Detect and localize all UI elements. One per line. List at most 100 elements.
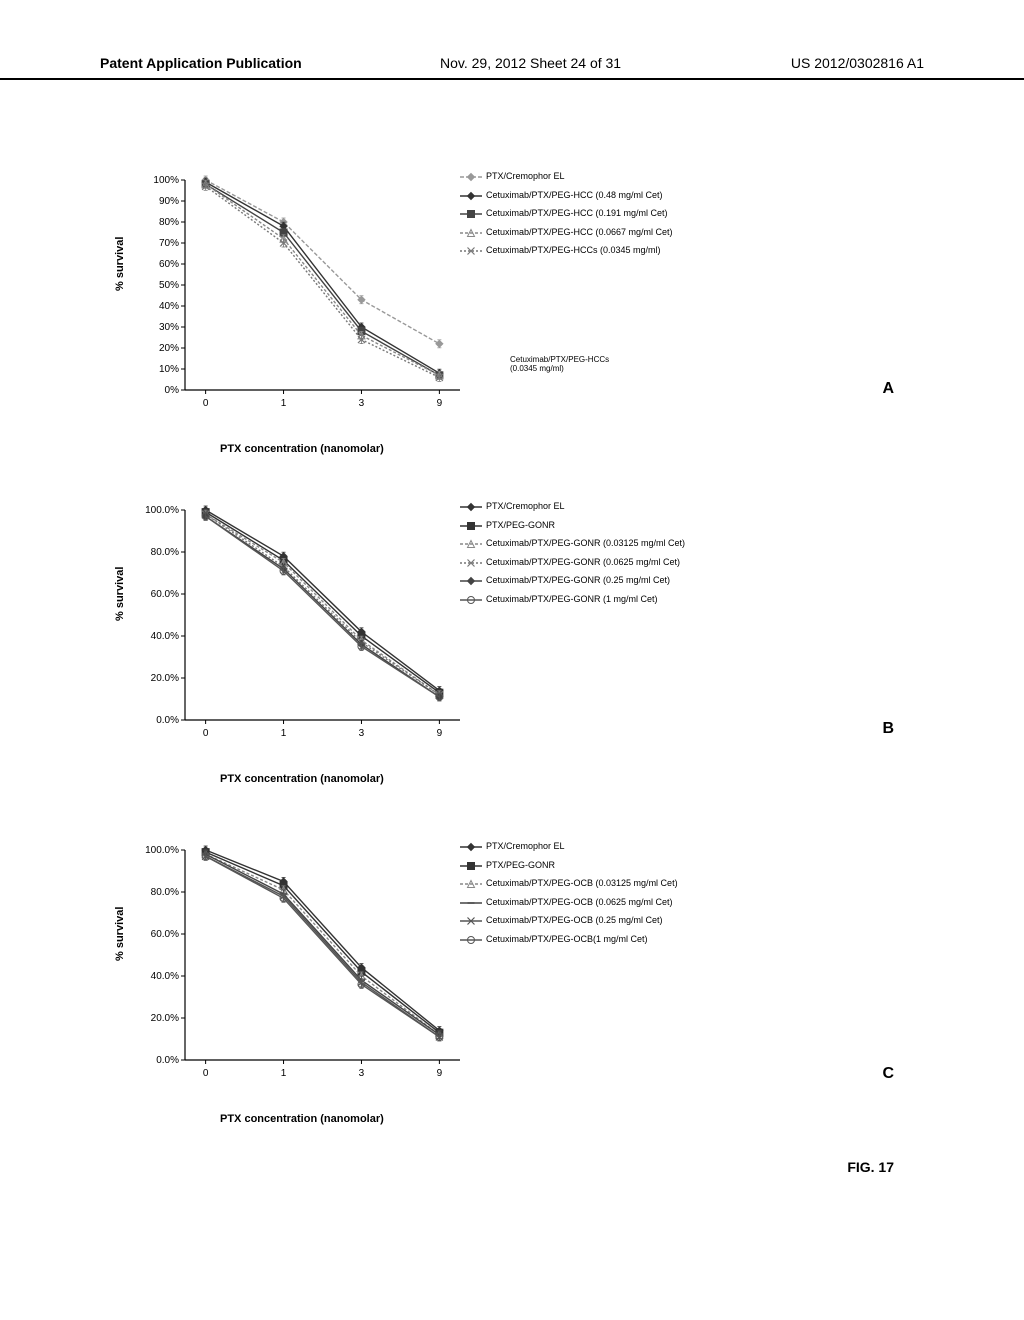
legend-marker-icon (460, 576, 482, 584)
legend-b: PTX/Cremophor EL PTX/PEG-GONR Cetuximab/… (460, 500, 750, 612)
legend-item: Cetuximab/PTX/PEG-GONR (0.25 mg/ml Cet) (460, 574, 750, 587)
legend-marker-icon (460, 842, 482, 850)
svg-text:0: 0 (203, 1068, 209, 1079)
legend-marker-icon (460, 916, 482, 924)
svg-text:90%: 90% (159, 196, 179, 207)
svg-text:0: 0 (203, 728, 209, 739)
legend-text: Cetuximab/PTX/PEG-GONR (1 mg/ml Cet) (486, 593, 658, 606)
svg-text:100.0%: 100.0% (145, 845, 179, 856)
svg-text:40.0%: 40.0% (151, 631, 179, 642)
legend-text: PTX/PEG-GONR (486, 519, 555, 532)
panel-label-c: C (882, 1065, 894, 1083)
x-axis-label-a: PTX concentration (nanomolar) (220, 443, 384, 455)
svg-text:0.0%: 0.0% (156, 1055, 179, 1066)
legend-marker-icon (460, 521, 482, 529)
chart-panel-c: % survival 0.0%20.0%40.0%60.0%80.0%100.0… (130, 840, 890, 1120)
legend-text: Cetuximab/PTX/PEG-HCC (0.191 mg/ml Cet) (486, 207, 668, 220)
legend-item: Cetuximab/PTX/PEG-HCCs (0.0345 mg/ml) (460, 244, 750, 257)
svg-text:40%: 40% (159, 301, 179, 312)
legend-item: Cetuximab/PTX/PEG-GONR (1 mg/ml Cet) (460, 593, 750, 606)
legend-text: Cetuximab/PTX/PEG-HCC (0.48 mg/ml Cet) (486, 189, 663, 202)
legend-text: Cetuximab/PTX/PEG-GONR (0.0625 mg/ml Cet… (486, 556, 680, 569)
legend-text: Cetuximab/PTX/PEG-HCCs (0.0345 mg/ml) (486, 244, 661, 257)
svg-text:80%: 80% (159, 217, 179, 228)
chart-panel-b: % survival 0.0%20.0%40.0%60.0%80.0%100.0… (130, 500, 890, 780)
chart-svg-a: 0%10%20%30%40%50%60%70%80%90%100%0139 (130, 170, 470, 430)
legend-item: Cetuximab/PTX/PEG-HCC (0.0667 mg/ml Cet) (460, 226, 750, 239)
legend-marker-icon (460, 539, 482, 547)
svg-text:60%: 60% (159, 259, 179, 270)
figure-label: FIG. 17 (847, 1159, 894, 1175)
legend-item: Cetuximab/PTX/PEG-HCC (0.48 mg/ml Cet) (460, 189, 750, 202)
svg-text:1: 1 (281, 728, 287, 739)
legend-text: PTX/Cremophor EL (486, 840, 565, 853)
legend-item: Cetuximab/PTX/PEG-GONR (0.03125 mg/ml Ce… (460, 537, 750, 550)
legend-text: Cetuximab/PTX/PEG-OCB(1 mg/ml Cet) (486, 933, 648, 946)
legend-text: Cetuximab/PTX/PEG-GONR (0.03125 mg/ml Ce… (486, 537, 685, 550)
legend-text: PTX/Cremophor EL (486, 170, 565, 183)
legend-item: PTX/Cremophor EL (460, 170, 750, 183)
legend-marker-icon (460, 898, 482, 906)
svg-text:20.0%: 20.0% (151, 673, 179, 684)
chart-panel-a: % survival 0%10%20%30%40%50%60%70%80%90%… (130, 170, 890, 450)
legend-item: Cetuximab/PTX/PEG-OCB (0.03125 mg/ml Cet… (460, 877, 750, 890)
legend-marker-icon (460, 246, 482, 254)
x-axis-label-c: PTX concentration (nanomolar) (220, 1113, 384, 1125)
legend-marker-icon (460, 595, 482, 603)
y-axis-label-b: % survival (114, 567, 126, 621)
annotation-line2: (0.0345 mg/ml) (510, 365, 609, 374)
svg-text:3: 3 (359, 728, 365, 739)
svg-text:0: 0 (203, 398, 209, 409)
legend-item: PTX/Cremophor EL (460, 840, 750, 853)
svg-text:9: 9 (437, 1068, 443, 1079)
legend-marker-icon (460, 228, 482, 236)
svg-text:0%: 0% (165, 385, 180, 396)
svg-text:1: 1 (281, 1068, 287, 1079)
legend-marker-icon (460, 209, 482, 217)
svg-text:30%: 30% (159, 322, 179, 333)
page-header: Patent Application Publication Nov. 29, … (0, 50, 1024, 80)
panel-label-b: B (882, 720, 894, 738)
svg-text:60.0%: 60.0% (151, 929, 179, 940)
svg-text:3: 3 (359, 1068, 365, 1079)
legend-item: Cetuximab/PTX/PEG-GONR (0.0625 mg/ml Cet… (460, 556, 750, 569)
legend-text: Cetuximab/PTX/PEG-OCB (0.0625 mg/ml Cet) (486, 896, 673, 909)
svg-text:20%: 20% (159, 343, 179, 354)
header-left: Patent Application Publication (100, 55, 302, 71)
svg-text:80.0%: 80.0% (151, 547, 179, 558)
legend-text: PTX/PEG-GONR (486, 859, 555, 872)
legend-marker-icon (460, 172, 482, 180)
legend-item: PTX/PEG-GONR (460, 859, 750, 872)
legend-a: PTX/Cremophor EL Cetuximab/PTX/PEG-HCC (… (460, 170, 750, 263)
legend-marker-icon (460, 191, 482, 199)
legend-text: Cetuximab/PTX/PEG-OCB (0.25 mg/ml Cet) (486, 914, 663, 927)
svg-text:100%: 100% (153, 175, 179, 186)
svg-text:50%: 50% (159, 280, 179, 291)
legend-text: Cetuximab/PTX/PEG-HCC (0.0667 mg/ml Cet) (486, 226, 673, 239)
legend-item: PTX/Cremophor EL (460, 500, 750, 513)
svg-text:0.0%: 0.0% (156, 715, 179, 726)
legend-item: Cetuximab/PTX/PEG-HCC (0.191 mg/ml Cet) (460, 207, 750, 220)
header-right: US 2012/0302816 A1 (791, 55, 924, 71)
x-axis-label-b: PTX concentration (nanomolar) (220, 773, 384, 785)
legend-marker-icon (460, 879, 482, 887)
legend-text: Cetuximab/PTX/PEG-OCB (0.03125 mg/ml Cet… (486, 877, 678, 890)
legend-marker-icon (460, 935, 482, 943)
legend-c: PTX/Cremophor EL PTX/PEG-GONR Cetuximab/… (460, 840, 750, 952)
y-axis-label-a: % survival (114, 237, 126, 291)
svg-text:10%: 10% (159, 364, 179, 375)
legend-text: PTX/Cremophor EL (486, 500, 565, 513)
svg-text:40.0%: 40.0% (151, 971, 179, 982)
legend-item: PTX/PEG-GONR (460, 519, 750, 532)
chart-a-annotation: Cetuximab/PTX/PEG-HCCs (0.0345 mg/ml) (510, 356, 609, 374)
legend-item: Cetuximab/PTX/PEG-OCB (0.0625 mg/ml Cet) (460, 896, 750, 909)
legend-marker-icon (460, 558, 482, 566)
svg-text:9: 9 (437, 398, 443, 409)
svg-text:20.0%: 20.0% (151, 1013, 179, 1024)
y-axis-label-c: % survival (114, 907, 126, 961)
svg-text:9: 9 (437, 728, 443, 739)
svg-text:70%: 70% (159, 238, 179, 249)
legend-text: Cetuximab/PTX/PEG-GONR (0.25 mg/ml Cet) (486, 574, 670, 587)
svg-text:100.0%: 100.0% (145, 505, 179, 516)
svg-text:60.0%: 60.0% (151, 589, 179, 600)
